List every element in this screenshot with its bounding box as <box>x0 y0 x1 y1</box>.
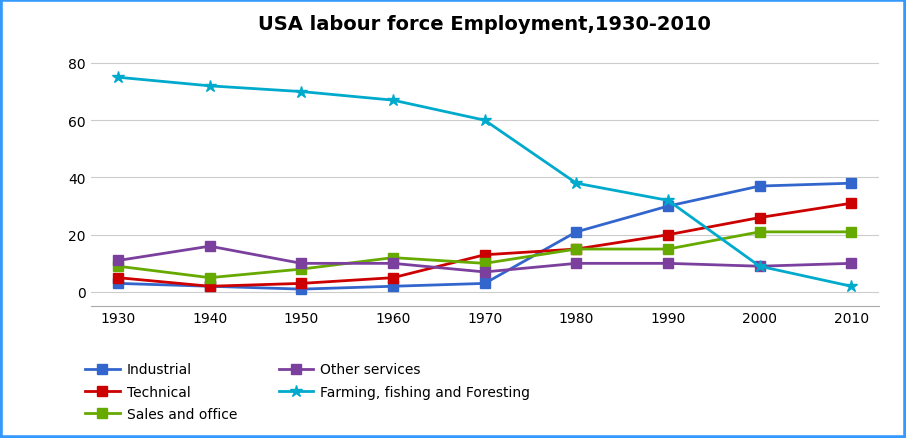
Farming, fishing and Foresting <box>388 98 399 103</box>
Line: Industrial: Industrial <box>113 179 856 294</box>
Industrial <box>846 181 857 187</box>
Industrial <box>205 284 216 289</box>
Sales and office <box>479 261 490 266</box>
Other services <box>846 261 857 266</box>
Farming, fishing and Foresting <box>571 181 582 187</box>
Technical <box>846 201 857 206</box>
Sales and office <box>296 267 307 272</box>
Legend: Industrial, Technical, Sales and office, Other services, Farming, fishing and Fo: Industrial, Technical, Sales and office,… <box>80 357 536 427</box>
Farming, fishing and Foresting <box>205 84 216 89</box>
Sales and office <box>662 247 673 252</box>
Line: Technical: Technical <box>113 199 856 291</box>
Technical <box>112 276 123 281</box>
Sales and office <box>112 264 123 269</box>
Other services <box>479 270 490 275</box>
Sales and office <box>388 255 399 261</box>
Line: Other services: Other services <box>113 242 856 277</box>
Sales and office <box>205 276 216 281</box>
Sales and office <box>754 230 765 235</box>
Other services <box>571 261 582 266</box>
Industrial <box>112 281 123 286</box>
Other services <box>662 261 673 266</box>
Technical <box>571 247 582 252</box>
Title: USA labour force Employment,1930-2010: USA labour force Employment,1930-2010 <box>258 15 711 34</box>
Technical <box>388 276 399 281</box>
Industrial <box>571 230 582 235</box>
Farming, fishing and Foresting <box>846 284 857 289</box>
Technical <box>205 284 216 289</box>
Industrial <box>388 284 399 289</box>
Other services <box>205 244 216 249</box>
Farming, fishing and Foresting <box>296 90 307 95</box>
Line: Farming, fishing and Foresting: Farming, fishing and Foresting <box>111 72 858 293</box>
Line: Sales and office: Sales and office <box>113 227 856 283</box>
Industrial <box>662 204 673 209</box>
Farming, fishing and Foresting <box>754 264 765 269</box>
Other services <box>754 264 765 269</box>
Other services <box>296 261 307 266</box>
Farming, fishing and Foresting <box>662 198 673 204</box>
Industrial <box>754 184 765 189</box>
Technical <box>754 215 765 221</box>
Sales and office <box>846 230 857 235</box>
Farming, fishing and Foresting <box>112 75 123 81</box>
Industrial <box>296 287 307 292</box>
Technical <box>479 253 490 258</box>
Technical <box>296 281 307 286</box>
Technical <box>662 233 673 238</box>
Other services <box>112 258 123 264</box>
Sales and office <box>571 247 582 252</box>
Industrial <box>479 281 490 286</box>
Other services <box>388 261 399 266</box>
Farming, fishing and Foresting <box>479 118 490 124</box>
